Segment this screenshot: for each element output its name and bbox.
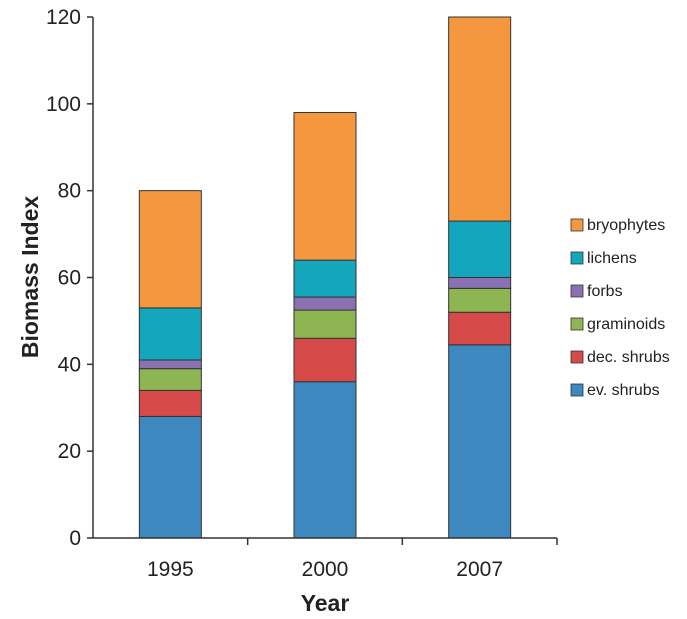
legend-label-ev-shrubs: ev. shrubs — [587, 382, 660, 399]
bar-segment-forbs — [138, 359, 202, 370]
x-axis-title: Year — [301, 590, 350, 616]
legend-swatch-ev-shrubs — [570, 383, 584, 397]
y-tick-label: 80 — [58, 180, 81, 203]
y-tick-label: 100 — [46, 93, 81, 116]
legend-swatch-graminoids — [570, 317, 584, 331]
bar-segment-lichens — [138, 307, 202, 361]
y-axis-title: Biomass Index — [17, 196, 43, 359]
bar-segment-bryophytes — [448, 16, 512, 222]
bar-segment-dec-shrubs — [293, 337, 357, 383]
bar-segment-graminoids — [293, 309, 357, 339]
bar-segment-bryophytes — [138, 190, 202, 309]
legend-label-forbs: forbs — [587, 283, 623, 300]
y-tick-label: 20 — [58, 440, 81, 463]
x-tick-label: 2000 — [302, 558, 349, 581]
bar-segment-ev-shrubs — [138, 415, 202, 539]
bar-segment-dec-shrubs — [138, 389, 202, 417]
bars-layer — [138, 16, 512, 539]
legend-label-dec-shrubs: dec. shrubs — [587, 349, 670, 366]
bar-segment-ev-shrubs — [448, 344, 512, 539]
x-tick-label: 2007 — [456, 558, 503, 581]
bar-segment-graminoids — [138, 368, 202, 391]
legend-swatch-lichens — [570, 251, 584, 265]
bar-segment-lichens — [448, 220, 512, 278]
bar-segment-forbs — [448, 277, 512, 289]
bar-segment-ev-shrubs — [293, 381, 357, 539]
x-tick-label: 1995 — [147, 558, 194, 581]
legend-swatch-forbs — [570, 284, 584, 298]
legend-swatch-bryophytes — [570, 218, 584, 232]
legend: bryophytes lichens forbs graminoids dec. shr… — [570, 217, 670, 399]
legend-label-graminoids: graminoids — [587, 316, 665, 333]
bar-segment-lichens — [293, 259, 357, 298]
legend-label-lichens: lichens — [587, 250, 637, 267]
bar-segment-dec-shrubs — [448, 311, 512, 346]
y-tick-label: 0 — [69, 527, 81, 550]
legend-swatch-dec-shrubs — [570, 350, 584, 364]
y-tick-label: 40 — [58, 353, 81, 376]
bar-segment-forbs — [293, 296, 357, 311]
x-ticks: 1995 2000 2007 — [147, 538, 558, 581]
y-ticks: 0 20 40 60 80 100 120 — [46, 6, 93, 550]
y-tick-label: 120 — [46, 6, 81, 29]
bar-segment-graminoids — [448, 287, 512, 313]
y-tick-label: 60 — [58, 267, 81, 290]
legend-label-bryophytes: bryophytes — [587, 217, 665, 234]
bar-segment-bryophytes — [293, 112, 357, 261]
